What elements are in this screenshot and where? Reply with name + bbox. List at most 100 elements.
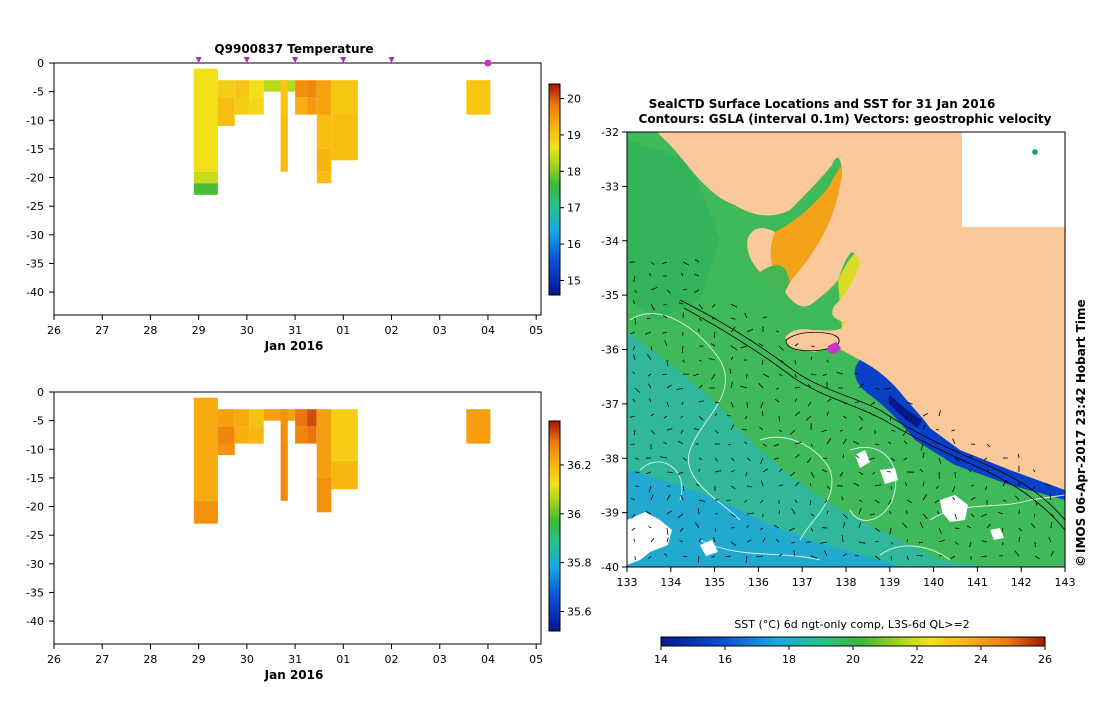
sst-colorbar-tick-label: 14 [654,653,668,666]
map-credit-symbol: © [1074,555,1088,567]
salinity-data-cell [235,426,250,443]
temperature-y-tick-label: -20 [26,172,44,185]
salinity-data-cell [295,426,307,443]
map-lon-tick-label: 139 [879,576,900,589]
map-lon-tick-label: 141 [967,576,988,589]
temperature-data-cell [194,183,218,195]
profile-marker [340,57,346,63]
map-lat-tick-label: -36 [601,344,619,357]
salinity-y-tick-label: -20 [26,501,44,514]
velocity-vector [875,444,879,445]
temperature-data-cell [194,172,218,184]
salinity-data-cell [194,398,218,501]
temperature-data-cell [249,97,263,114]
salinity-y-axis: 0-5-10-15-20-25-30-35-40 [26,386,54,628]
salinity-data-cell [249,426,263,443]
temperature-x-label: Jan 2016 [264,339,324,353]
temperature-data-cell [317,80,332,114]
salinity-data-cell [466,409,490,443]
salinity-colorbar-tick-label: 35.8 [567,557,592,570]
map-credit: IMOS 06-Apr-2017 23:42 Hobart Time [1074,299,1088,553]
temperature-y-tick-label: -10 [26,114,44,127]
profile-marker-last [484,60,491,67]
temperature-data-cells [194,69,491,195]
salinity-y-tick-label: -10 [26,443,44,456]
sst-colorbar [661,637,1045,646]
temperature-colorbar-tick-label: 20 [567,93,581,106]
temperature-data-cell [317,172,332,184]
temperature-data-cell [307,80,317,97]
velocity-vector [891,486,892,490]
temperature-colorbar-tick-label: 15 [567,274,581,287]
temperature-colorbar [549,84,560,295]
temperature-data-cell [194,69,218,172]
salinity-data-cell [281,444,288,501]
temperature-x-tick-label: 28 [143,324,157,337]
salinity-data-cell [317,409,332,478]
velocity-vector [635,318,636,325]
temperature-x-tick-label: 03 [433,324,447,337]
sst-colorbar-tick-label: 20 [846,653,860,666]
profile-marker [196,57,202,63]
temperature-colorbar-tick-label: 18 [567,165,581,178]
temperature-data-cell [307,97,317,114]
temperature-x-tick-label: 31 [288,324,302,337]
velocity-vector [747,374,748,378]
map-title-line-2: Contours: GSLA (interval 0.1m) Vectors: … [639,112,1052,126]
temperature-x-tick-label: 04 [481,324,495,337]
map-lat-tick-label: -37 [601,398,619,411]
salinity-x-tick-label: 30 [240,653,254,666]
temperature-y-axis: 0-5-10-15-20-25-30-35-40 [26,57,54,299]
salinity-data-cell [317,478,332,512]
sst-colorbar-label: SST (°C) 6d ngt-only comp, L3S-6d QL>=2 [734,618,969,631]
temperature-x-tick-label: 26 [47,324,61,337]
map-lon-tick-label: 137 [792,576,813,589]
temperature-x-tick-label: 30 [240,324,254,337]
temperature-y-tick-label: -25 [26,200,44,213]
temperature-x-tick-label: 29 [192,324,206,337]
velocity-vector [631,444,635,445]
temperature-data-cell [218,80,235,97]
salinity-data-cell [295,409,307,426]
velocity-vector [763,411,764,416]
velocity-vector [855,556,859,557]
salinity-x-label: Jan 2016 [264,668,324,682]
velocity-vector [1019,537,1020,542]
salinity-x-tick-label: 01 [336,653,350,666]
map-lon-tick-label: 133 [617,576,638,589]
map-lon-tick-label: 134 [660,576,681,589]
map-lat-tick-label: -35 [601,289,619,302]
salinity-data-cell [281,409,288,443]
salinity-y-tick-label: -25 [26,529,44,542]
map-lon-tick-label: 142 [1011,576,1032,589]
sst-map-panel: SealCTD Surface Locations and SST for 31… [601,97,1088,666]
map-lat-tick-label: -40 [601,561,619,574]
map-lat-tick-label: -34 [601,235,619,248]
map-lon-tick-label: 140 [923,576,944,589]
temperature-data-cell [218,97,235,126]
salinity-y-tick-label: -30 [26,558,44,571]
temperature-y-tick-label: -5 [33,86,44,99]
temperature-y-tick-label: 0 [37,57,44,70]
salinity-x-tick-label: 02 [385,653,399,666]
sst-colorbar-tick-label: 22 [910,653,924,666]
salinity-x-tick-label: 27 [95,653,109,666]
profile-markers [196,57,492,67]
temperature-data-cell [281,80,288,114]
salinity-y-tick-label: -35 [26,586,44,599]
temperature-data-cell [295,80,307,97]
temperature-y-tick-label: -35 [26,257,44,270]
sst-colorbar-tick-label: 26 [1038,653,1052,666]
temperature-x-tick-label: 27 [95,324,109,337]
temperature-data-cell [281,115,288,172]
map-lat-tick-label: -32 [601,126,619,139]
temperature-data-cell [317,115,332,149]
salinity-colorbar [549,421,560,631]
map-latitude-axis: -32-33-34-35-36-37-38-39-40 [601,126,627,574]
